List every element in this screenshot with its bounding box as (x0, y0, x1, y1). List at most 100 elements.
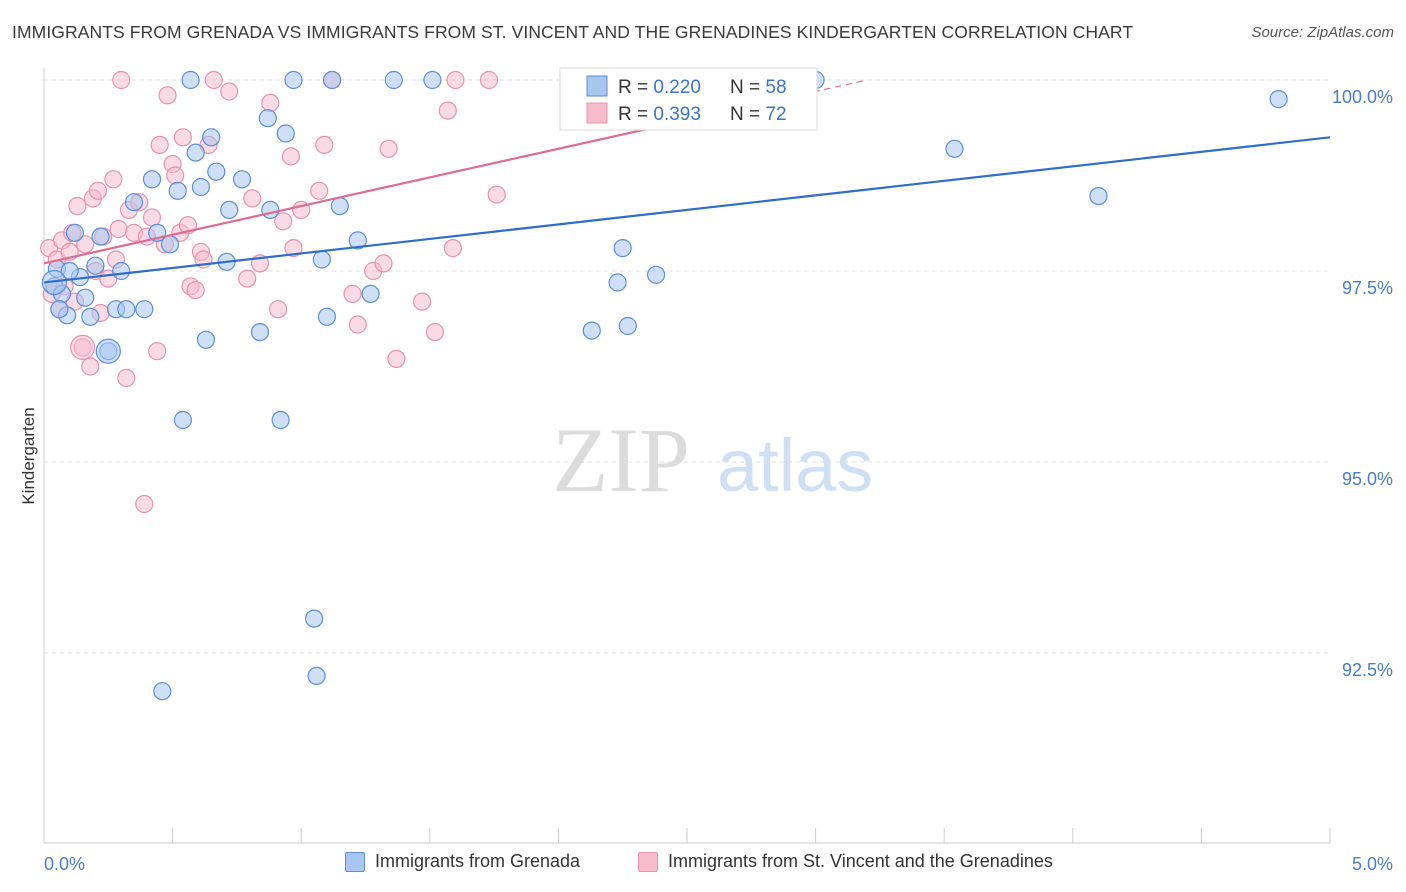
svg-point (135, 494, 154, 514)
grenada-point (271, 410, 290, 430)
grenada-point (1269, 89, 1288, 109)
svg-point (117, 368, 136, 388)
x-tick-label: 0.0% (44, 854, 85, 874)
source-label: Source: ZipAtlas.com (1251, 24, 1394, 41)
grenada-point (202, 128, 221, 147)
grenada-point (618, 316, 637, 336)
grenada-point (261, 200, 280, 219)
grenada-point (186, 143, 205, 162)
svg-point (88, 181, 108, 200)
svg-trend-line (43, 121, 675, 265)
grenada-point (945, 139, 964, 158)
svg-point-large (69, 334, 96, 360)
grenada-point (91, 227, 110, 246)
svg-point (274, 212, 293, 231)
y-tick-label: 100.0% (1332, 87, 1393, 107)
legend-row-1: R = 0.220 (618, 77, 701, 98)
grenada-point (232, 170, 252, 189)
y-tick-label: 97.5% (1342, 278, 1393, 298)
grenada-point (284, 70, 303, 90)
svg-point (443, 239, 462, 258)
legend-r-value-1: 0.220 (653, 77, 701, 98)
grenada-point (86, 256, 105, 275)
legend-n-label-1: N = (730, 77, 765, 98)
svg-point (310, 181, 329, 200)
svg-point (379, 139, 398, 158)
legend-r-label-2: R = (618, 104, 653, 125)
svg-point (148, 342, 167, 361)
grenada-point (646, 265, 666, 284)
grenada-point (608, 273, 627, 292)
grenada-point (124, 193, 144, 212)
series-legend: Immigrants from Grenada Immigrants from … (0, 851, 1406, 879)
grenada-point (168, 181, 187, 200)
grenada-point (305, 609, 324, 628)
svg-point (220, 82, 239, 101)
grenada-point (112, 261, 131, 281)
y-tick-label: 95.0% (1342, 469, 1393, 489)
svg-point (487, 185, 506, 204)
svg-point (150, 135, 169, 154)
grenada-point (384, 70, 403, 90)
grenada-point-large (41, 269, 67, 296)
svg-point (425, 323, 444, 342)
svg-point (343, 284, 362, 303)
watermark-zip: ZIP (552, 409, 690, 511)
svg-point (281, 147, 300, 166)
trend-lines (43, 79, 1331, 284)
svg-point (446, 70, 465, 90)
grenada-point (191, 177, 210, 197)
grenada-point (220, 200, 239, 219)
svg-point (284, 239, 303, 258)
grenada-point (258, 109, 277, 128)
svg-point (173, 128, 192, 147)
correlation-legend: R = 0.220 N = 58 R = 0.393 N = 72 (559, 67, 818, 131)
svg-point (158, 86, 177, 105)
grenada-point (1089, 187, 1108, 206)
grenada-point (348, 231, 367, 250)
legend-n-1: N = 58 (730, 77, 787, 98)
grenada-point (173, 410, 192, 430)
svg-point (243, 189, 262, 208)
legend-row-2: R = 0.393 (618, 104, 701, 125)
data-points (39, 70, 1288, 701)
legend-n-2: N = 72 (730, 104, 787, 125)
watermark: ZIP atlas (552, 409, 873, 511)
grenada-point (181, 70, 200, 90)
legend-item-grenada[interactable]: Immigrants from Grenada (345, 851, 580, 872)
grenada-point (307, 666, 326, 686)
grenada-point (317, 307, 336, 326)
legend-swatch-svg-bottom (638, 851, 658, 872)
grenada-point (76, 288, 95, 307)
y-axis-label: Kindergarten (19, 407, 38, 504)
svg-point (109, 219, 128, 239)
chart-title: IMMIGRANTS FROM GRENADA VS IMMIGRANTS FR… (12, 22, 1134, 42)
grenada-trend-line (43, 136, 1331, 284)
svg-point (186, 281, 205, 300)
legend-n-label-2: N = (730, 104, 765, 125)
svg-point (479, 70, 499, 90)
svg-point (413, 292, 432, 311)
grenada-point (207, 162, 226, 181)
x-tick-label: 5.0% (1352, 854, 1393, 874)
svg-point (387, 349, 406, 368)
grenada-point (117, 300, 136, 319)
legend-swatch-svg (586, 102, 608, 124)
grenada-point (153, 682, 172, 701)
grenada-point-large (95, 338, 121, 364)
svg-point (438, 101, 457, 120)
legend-label-svg: Immigrants from St. Vincent and the Gren… (668, 851, 1053, 871)
grenada-point (312, 250, 331, 269)
grid-lines (44, 79, 1330, 654)
y-tick-label: 92.5% (1342, 660, 1393, 680)
svg-point (104, 170, 123, 189)
svg-point (315, 135, 334, 154)
grenada-point (160, 235, 180, 254)
grenada-point (135, 300, 154, 319)
legend-item-svg[interactable]: Immigrants from St. Vincent and the Gren… (638, 851, 1053, 872)
grenada-point (65, 223, 85, 242)
grenada-point (142, 170, 162, 189)
grenada-point (582, 321, 601, 340)
grenada-point (81, 307, 100, 326)
